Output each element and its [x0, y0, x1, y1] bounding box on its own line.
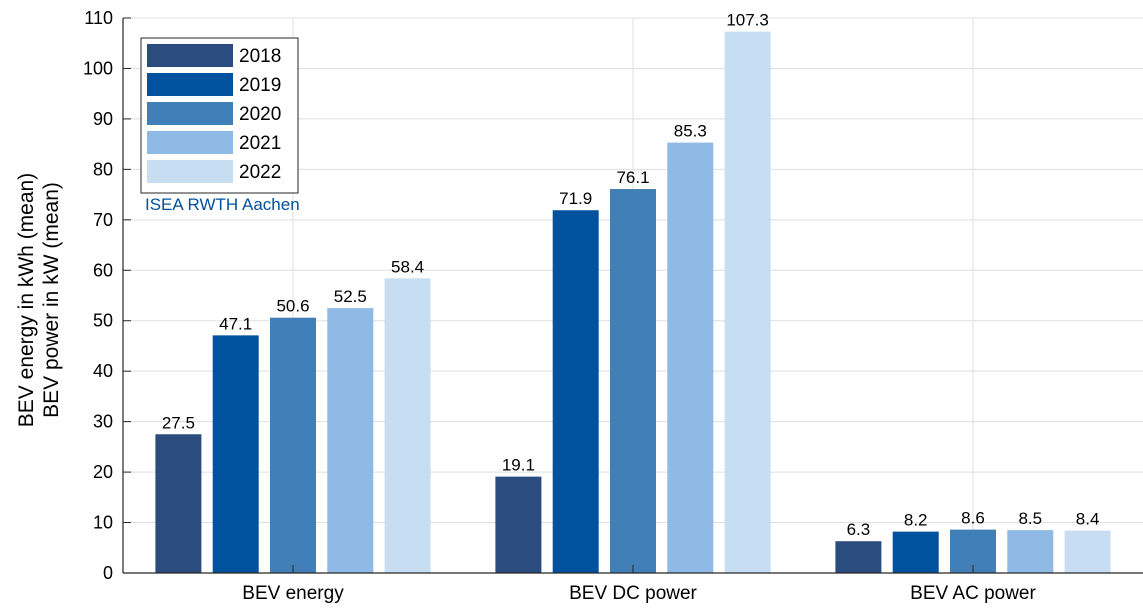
- axes: 0 10 20 30 40 50 60 70 80 90 100 110 BEV energy BEV D…: [83, 8, 1143, 604]
- legend-label: 2021: [239, 133, 281, 154]
- bar: [495, 476, 542, 573]
- y-tick-label: 110: [84, 8, 113, 28]
- y-tick-label: 10: [93, 513, 113, 533]
- legend-label: 2022: [239, 162, 281, 183]
- data-label: 71.9: [559, 189, 592, 208]
- y-axis-title-line-2: BEV power in kW (mean): [40, 182, 63, 418]
- bar: [212, 335, 259, 573]
- legend-label: 2018: [239, 46, 281, 67]
- bar: [384, 278, 431, 573]
- data-label: 19.1: [502, 456, 535, 475]
- data-label: 85.3: [674, 122, 707, 141]
- bar: [270, 317, 316, 573]
- y-tick-label: 50: [93, 311, 113, 331]
- x-tick-label: BEV energy: [242, 583, 344, 604]
- data-label: 8.2: [904, 511, 928, 530]
- y-tick-label: 20: [93, 462, 113, 482]
- data-label: 47.1: [219, 314, 252, 333]
- data-label: 50.6: [276, 297, 309, 316]
- legend-label: 2020: [239, 104, 281, 125]
- y-tick-label: 40: [93, 361, 113, 381]
- legend-swatch: [147, 102, 233, 125]
- y-tick-label: 70: [93, 210, 113, 230]
- legend-swatch: [147, 160, 233, 183]
- data-label: 58.4: [391, 257, 424, 276]
- y-tick-label: 80: [93, 159, 113, 179]
- bar: [1007, 530, 1054, 573]
- y-tick-label: 30: [93, 412, 113, 432]
- legend-label: 2019: [239, 75, 281, 96]
- data-label: 8.6: [961, 509, 985, 528]
- data-label: 6.3: [847, 520, 871, 539]
- bar: [610, 189, 656, 574]
- data-label: 8.5: [1018, 509, 1042, 528]
- data-label: 76.1: [616, 168, 649, 187]
- data-label: 107.3: [726, 11, 769, 30]
- watermark-text: ISEA RWTH Aachen: [145, 195, 300, 214]
- bar: [1064, 530, 1111, 573]
- y-tick-label: 0: [103, 563, 113, 583]
- legend: 2018 2019 2020 2021 2022: [140, 37, 299, 194]
- x-tick-label: BEV DC power: [569, 583, 697, 604]
- x-tick-label: BEV AC power: [910, 583, 1036, 604]
- bar: [552, 210, 599, 573]
- bars: [155, 31, 1111, 574]
- bar: [667, 142, 714, 573]
- legend-swatch: [147, 73, 233, 96]
- legend-swatch: [147, 44, 233, 67]
- data-labels: 27.5 19.1 6.3 47.1 71.9 8.2 50.6 76.1 8.6 52.5 85.…: [162, 11, 1100, 540]
- y-axis-title: BEV energy in kWh (mean) BEV power in kW…: [15, 173, 63, 427]
- y-axis-title-line-1: BEV energy in kWh (mean): [15, 173, 38, 427]
- data-label: 52.5: [334, 287, 367, 306]
- legend-swatch: [147, 131, 233, 154]
- y-tick-label: 90: [93, 109, 113, 129]
- bar: [327, 308, 374, 573]
- y-tick-label: 100: [83, 58, 113, 78]
- data-label: 8.4: [1076, 510, 1100, 529]
- bar: [724, 31, 771, 573]
- data-label: 27.5: [162, 413, 195, 432]
- y-tick-label: 60: [93, 260, 113, 280]
- bar: [892, 531, 939, 573]
- bar: [835, 541, 882, 573]
- bar: [155, 434, 202, 573]
